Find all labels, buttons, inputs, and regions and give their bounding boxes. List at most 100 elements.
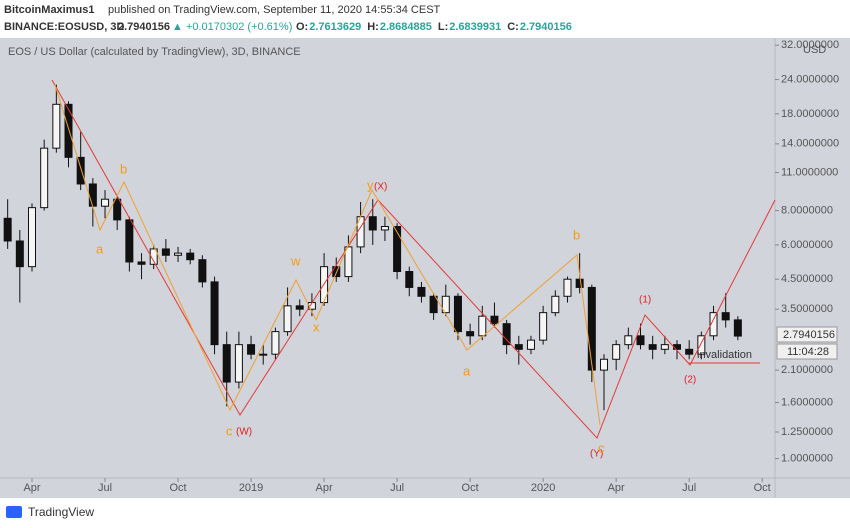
annotations: a b c (W) w x y (X) a b (Y) c (1) (2) in… <box>96 161 752 459</box>
y-tick-label: 18.0000000 <box>781 108 839 120</box>
ohlc-label: L: <box>438 21 448 33</box>
wave-label: a <box>96 241 104 256</box>
candle-body <box>599 358 608 371</box>
wave-label: (1) <box>639 295 651 306</box>
wave-label: c <box>226 423 233 438</box>
ohlc-label: H: <box>367 21 379 33</box>
x-tick-label: Oct <box>754 482 771 494</box>
logo <box>6 506 22 518</box>
candle-body <box>149 248 158 265</box>
candles <box>3 84 742 411</box>
candle-body <box>551 295 560 314</box>
x-tick-label: Jul <box>390 482 404 494</box>
candle-body <box>113 198 122 221</box>
candle-body <box>490 315 499 325</box>
candle-body <box>721 312 730 321</box>
candle-body <box>198 259 207 283</box>
candle-body <box>685 348 694 355</box>
price: 2.7940156 <box>118 21 170 33</box>
author: BitcoinMaximus1 <box>4 4 94 16</box>
candle-body <box>186 252 195 261</box>
ohlc-label: O: <box>296 21 308 33</box>
candle-body <box>563 278 572 297</box>
candle-body <box>52 103 61 149</box>
y-tick-label: 6.0000000 <box>781 239 833 251</box>
countdown-box <box>776 343 838 360</box>
wave-label: (2) <box>684 375 696 386</box>
x-tick-label: Oct <box>169 482 186 494</box>
wave-label: y <box>367 177 374 192</box>
y-tick-label: 11.0000000 <box>781 167 838 179</box>
y-tick-label: 4.5000000 <box>781 273 833 285</box>
x-tick-label: Jul <box>98 482 112 494</box>
price-tag: 2.7940156 11:04:28 <box>776 326 838 360</box>
price-tag-text: 2.7940156 <box>783 329 835 341</box>
candle-body <box>40 147 49 209</box>
candle-body <box>587 286 596 371</box>
brand: TradingView <box>28 505 94 519</box>
countdown: 11:04:28 <box>787 346 829 358</box>
ohlc: O: 2.7613629 H: 2.8684885 L: 2.6839931 C: 2.794… <box>296 21 572 33</box>
wave-label: c <box>598 440 605 455</box>
candle-body <box>453 295 462 333</box>
ohlc-value: 2.7940156 <box>520 21 572 33</box>
wave-label: x <box>313 319 320 334</box>
ohlc-value: 2.7613629 <box>309 21 361 33</box>
y-tick-label: 14.0000000 <box>781 138 839 150</box>
wave-label: (W) <box>236 427 252 438</box>
candle-body <box>101 198 110 207</box>
change: ▲ +0.0170302 (+0.61%) <box>172 21 292 33</box>
candle-body <box>64 103 73 158</box>
candle-body <box>161 248 170 256</box>
candle-body <box>612 344 621 360</box>
wave-label: (X) <box>374 182 387 193</box>
candle-body <box>697 335 706 355</box>
candle-body <box>441 295 450 314</box>
candle-body <box>295 305 304 310</box>
candle-body <box>405 271 414 288</box>
candle-body <box>210 281 219 346</box>
candle-body <box>380 226 389 231</box>
candle-body <box>539 312 548 341</box>
published: published on TradingView.com, September … <box>108 4 441 16</box>
chart-background <box>0 38 850 498</box>
candle-body <box>709 312 718 337</box>
x-tick-label: 2019 <box>239 482 263 494</box>
candle-body <box>15 240 24 268</box>
candle-body <box>247 344 256 355</box>
candle-body <box>271 331 280 355</box>
wave-lines <box>51 79 776 439</box>
y-tick-label: 8.0000000 <box>781 204 833 216</box>
invalidation-label: invalidation <box>697 349 752 361</box>
y-tick-label: 1.0000000 <box>781 453 833 465</box>
red-wave <box>51 79 776 439</box>
x-tick-label: Apr <box>608 482 625 494</box>
wave-label: a <box>463 363 471 378</box>
orange-wave <box>54 84 601 426</box>
x-tick-label: Apr <box>23 482 40 494</box>
y-tick-label: 3.5000000 <box>781 303 833 315</box>
candle-body <box>234 344 243 383</box>
candle-body <box>174 252 183 256</box>
candle-body <box>125 219 134 263</box>
x-tick-label: Jul <box>682 482 696 494</box>
candle-body <box>417 286 426 297</box>
y-tick-label: 24.0000000 <box>781 73 839 85</box>
candle-body <box>636 335 645 346</box>
candle-body <box>332 266 341 278</box>
wave-label: (Y) <box>590 449 603 460</box>
footer: TradingView <box>6 505 94 519</box>
candle-body <box>478 315 487 337</box>
y-tick-label: 1.2500000 <box>781 426 833 438</box>
wave-label: b <box>120 161 127 176</box>
candle-body <box>526 339 535 350</box>
x-tick-label: Apr <box>316 482 333 494</box>
candle-body <box>429 295 438 314</box>
candle-body <box>733 319 742 337</box>
x-tick-label: Oct <box>462 482 479 494</box>
candle-body <box>283 305 292 333</box>
candle-body <box>575 278 584 288</box>
candle-body <box>393 226 402 273</box>
y-tick-label: 32.0000000 <box>781 39 839 51</box>
